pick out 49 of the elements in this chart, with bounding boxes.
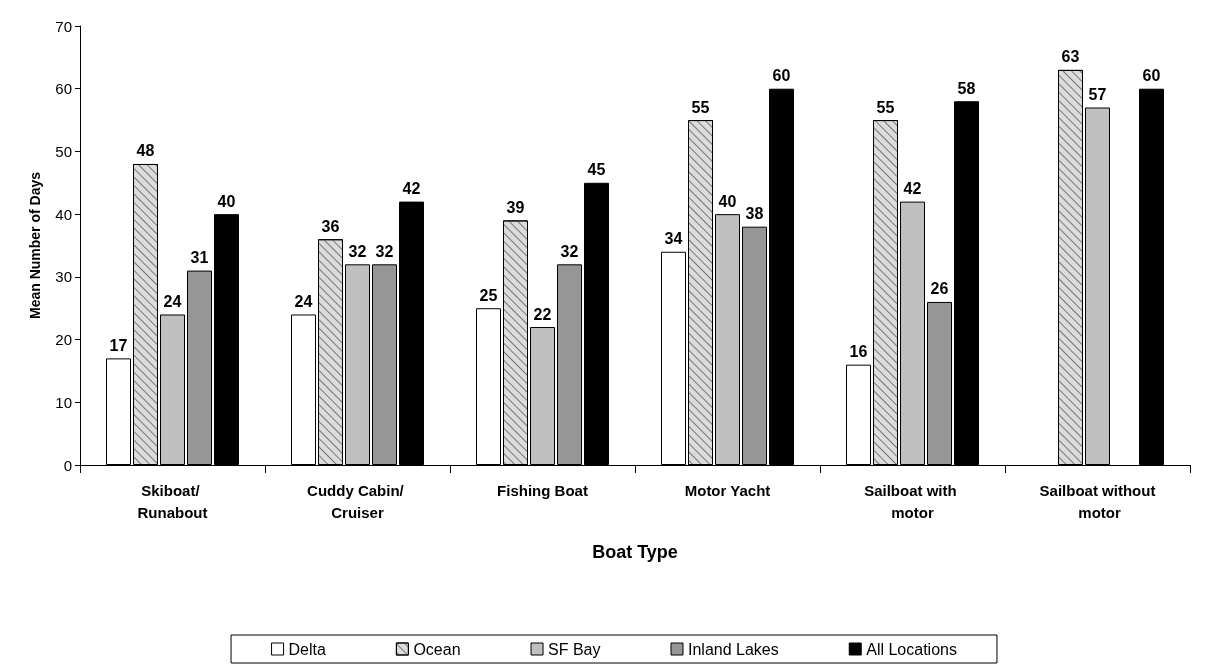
data-label: 32 (375, 242, 394, 260)
y-tick-label: 30 (55, 268, 72, 286)
data-label: 17 (109, 336, 128, 354)
data-label: 36 (321, 217, 340, 235)
y-tick-label: 50 (55, 142, 72, 160)
legend-label: Ocean (413, 640, 461, 658)
y-tick-label: 60 (55, 80, 72, 98)
x-tick-label: Sailboat without motor (1039, 481, 1156, 521)
data-label: 22 (533, 305, 552, 323)
data-label: 40 (718, 192, 737, 210)
data-label: 38 (745, 205, 764, 223)
data-label: 58 (957, 79, 976, 97)
data-label: 31 (190, 249, 209, 267)
data-label: 34 (664, 230, 683, 248)
data-label: 60 (772, 67, 791, 85)
data-label: 42 (402, 180, 421, 198)
legend-label: SF Bay (548, 640, 601, 658)
y-tick-label: 20 (55, 331, 72, 349)
data-label: 24 (294, 292, 313, 310)
y-axis-title: Mean Number of Days (27, 171, 43, 320)
x-tick-label: Cuddy Cabin/ Cruiser (307, 481, 408, 521)
data-label: 63 (1061, 48, 1080, 66)
x-axis-title: Boat Type (592, 542, 678, 562)
y-tick-label: 0 (63, 456, 72, 474)
y-tick-label: 70 (55, 17, 72, 35)
data-label: 48 (136, 142, 155, 160)
data-label: 57 (1088, 86, 1107, 104)
data-label: 26 (930, 280, 949, 298)
legend-label: Delta (288, 640, 326, 658)
x-tick-label: Skiboat/ Runabout (137, 481, 208, 521)
x-tick-label: Fishing Boat (497, 481, 588, 499)
data-label: 16 (849, 343, 868, 361)
data-label: 55 (691, 98, 710, 116)
legend-label: All Locations (866, 640, 957, 658)
data-label: 60 (1142, 67, 1161, 85)
data-label: 55 (876, 98, 895, 116)
x-tick-label: Sailboat with motor (864, 481, 961, 521)
data-label: 45 (587, 161, 606, 179)
data-label: 32 (348, 242, 367, 260)
data-label: 25 (479, 286, 498, 304)
y-tick-label: 40 (55, 205, 72, 223)
data-label: 32 (560, 242, 579, 260)
y-tick-label: 10 (55, 393, 72, 411)
legend-label: Inland Lakes (688, 640, 779, 658)
data-label: 24 (163, 292, 182, 310)
data-label: 39 (506, 198, 525, 216)
x-tick-label: Motor Yacht (684, 481, 771, 499)
data-label: 42 (903, 180, 922, 198)
data-label: 40 (217, 192, 236, 210)
